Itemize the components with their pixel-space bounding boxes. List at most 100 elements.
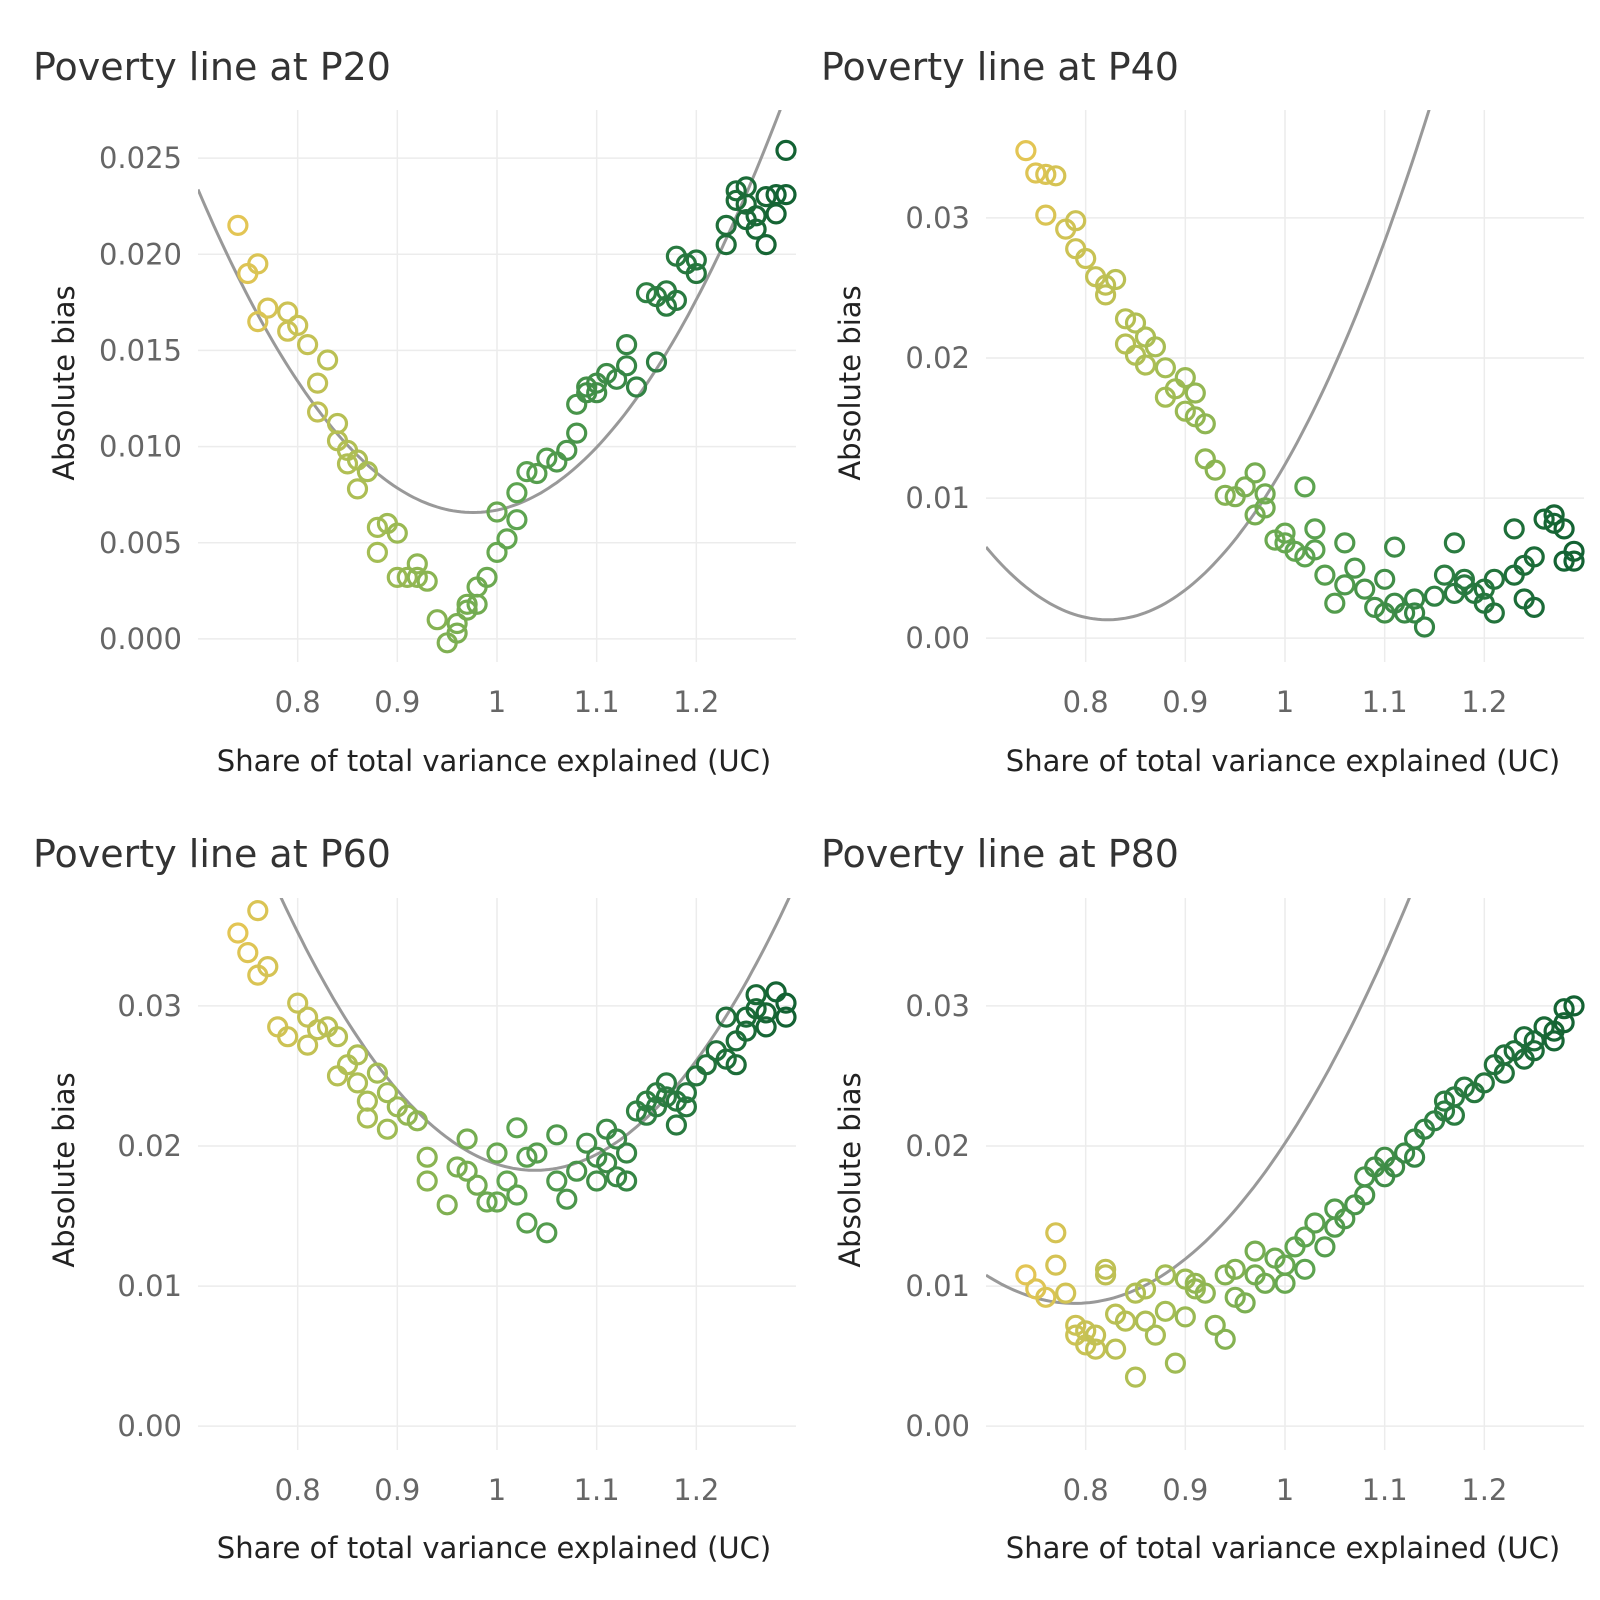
x-axis-title: Share of total variance explained (UC)	[217, 744, 771, 778]
scatter-point	[1433, 1090, 1456, 1112]
y-tick-label: 0.010	[99, 430, 182, 464]
y-tick-label: 0.02	[117, 1129, 182, 1163]
scatter-point	[247, 311, 269, 333]
scatter-point	[1204, 459, 1226, 481]
chart-panel-p20: Poverty line at P20 Absolute bias Share …	[33, 45, 797, 778]
scatter-point	[247, 899, 269, 922]
scatter-point	[1294, 476, 1316, 498]
scatter-point	[376, 1082, 398, 1104]
y-tick-label: 0.025	[99, 141, 182, 175]
chart-panel-p60: Poverty line at P60 Absolute bias Share …	[33, 832, 797, 1565]
scatter-point	[1154, 1300, 1177, 1322]
scatter-point	[1035, 1286, 1057, 1308]
scatter-point	[1114, 308, 1137, 330]
scatter-point	[605, 1166, 628, 1188]
scatter-point	[1055, 1282, 1077, 1304]
scatter-point	[1045, 1254, 1067, 1276]
scatter-point	[1433, 1100, 1456, 1122]
scatter-point	[615, 334, 638, 356]
scatter-point	[1533, 1016, 1555, 1038]
scatter-point	[546, 1124, 568, 1146]
x-tick-label: 0.8	[1063, 1473, 1109, 1507]
scatter-point	[1254, 497, 1276, 519]
scatter-point	[1294, 1258, 1316, 1280]
scatter-point	[1513, 1026, 1535, 1048]
scatter-point	[476, 566, 498, 589]
scatter-point	[605, 1128, 628, 1150]
y-tick-labels: 0.00 0.01 0.02 0.03	[905, 201, 970, 655]
scatter-points	[227, 899, 797, 1244]
scatter-point	[1065, 210, 1087, 232]
scatter-point	[665, 289, 688, 311]
scatter-point	[1045, 1222, 1067, 1244]
scatter-point	[1244, 462, 1266, 484]
scatter-point	[1254, 1272, 1276, 1294]
scatter-points	[1015, 995, 1585, 1388]
scatter-point	[1563, 550, 1585, 572]
scatter-point	[1473, 1072, 1495, 1094]
y-tick-label: 0.03	[905, 989, 970, 1023]
scatter-point	[366, 541, 388, 564]
scatter-point	[486, 1191, 508, 1213]
scatter-point	[486, 1142, 508, 1164]
scatter-point	[406, 1110, 428, 1132]
scatter-point	[1393, 602, 1416, 624]
scatter-point	[566, 1160, 588, 1182]
scatter-point	[1563, 995, 1585, 1017]
scatter-point	[765, 203, 787, 225]
x-tick-label: 1.2	[1461, 685, 1507, 719]
scatter-point	[1174, 367, 1196, 389]
fit-curve-layer	[986, 110, 1431, 622]
scatter-point	[1533, 508, 1555, 530]
scatter-point	[675, 1096, 698, 1118]
scatter-point	[1104, 1338, 1127, 1360]
scatter-point	[526, 462, 548, 485]
chart-panel-p80: Poverty line at P80 Absolute bias Share …	[821, 832, 1585, 1565]
y-tick-labels: 0.00 0.01 0.02 0.03	[117, 989, 182, 1443]
scatter-point	[1144, 336, 1167, 358]
scatter-point	[1383, 1156, 1406, 1178]
scatter-point	[476, 1191, 498, 1213]
chart-title: Poverty line at P40	[821, 45, 1179, 89]
scatter-point	[685, 249, 707, 271]
y-tick-label: 0.00	[905, 621, 970, 655]
scatter-point	[456, 593, 478, 615]
scatter-point	[755, 186, 777, 208]
scatter-point	[725, 1054, 747, 1076]
scatter-point	[436, 1194, 458, 1216]
x-tick-label: 0.8	[275, 1473, 321, 1507]
scatter-point	[297, 1006, 319, 1028]
scatter-point	[1523, 1040, 1545, 1062]
scatter-point	[556, 1188, 578, 1210]
scatter-point	[456, 1128, 478, 1150]
scatter-point	[615, 1170, 638, 1192]
chart-title: Poverty line at P20	[33, 45, 391, 89]
scatter-point	[496, 1170, 518, 1192]
scatter-point	[1334, 1208, 1356, 1230]
scatter-point	[1224, 1258, 1246, 1280]
scatter-point	[386, 522, 408, 544]
scatter-points	[1015, 140, 1585, 638]
scatter-point	[536, 1222, 558, 1244]
scatter-point	[346, 478, 369, 500]
scatter-point	[1304, 518, 1326, 540]
scatter-point	[745, 984, 767, 1006]
scatter-point	[456, 1160, 478, 1182]
scatter-point	[586, 1170, 608, 1192]
scatter-point	[287, 314, 309, 336]
scatter-point	[765, 981, 787, 1003]
y-tick-labels: 0.000 0.005 0.010 0.015 0.020 0.025	[99, 141, 182, 656]
scatter-point	[755, 234, 777, 256]
x-tick-labels: 0.8 0.9 1 1.1 1.2	[275, 685, 720, 719]
x-tick-label: 0.9	[374, 1473, 420, 1507]
scatter-point	[1413, 616, 1436, 638]
scatter-point	[605, 368, 628, 390]
scatter-point	[556, 439, 578, 461]
scatter-point	[1553, 1012, 1575, 1034]
scatter-point	[297, 334, 319, 356]
scatter-point	[1274, 522, 1296, 544]
scatter-point	[336, 453, 359, 475]
x-tick-label: 1	[1276, 1473, 1294, 1507]
y-tick-labels: 0.00 0.01 0.02 0.03	[905, 989, 970, 1443]
fit-curve-layer	[198, 110, 782, 515]
